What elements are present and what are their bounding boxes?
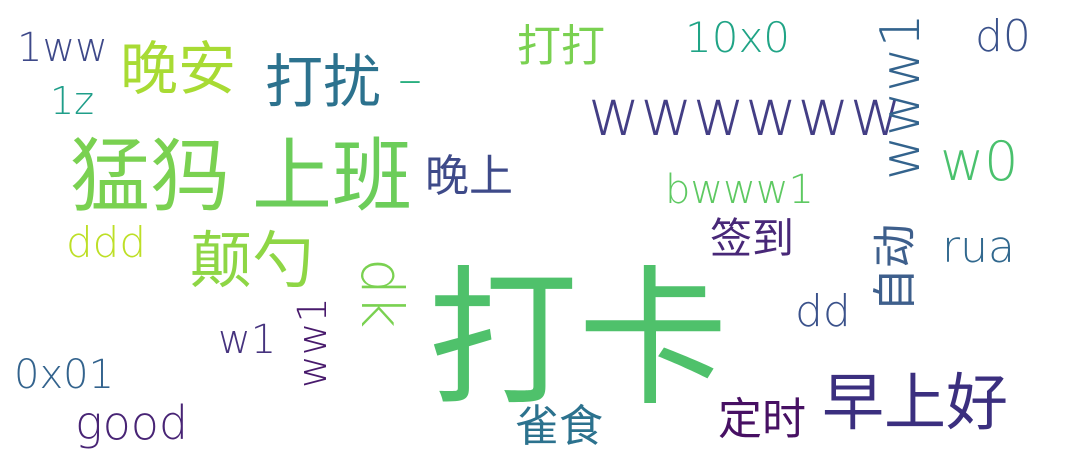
word-www1: www1 <box>869 13 932 180</box>
word-ww1: ww1 <box>290 297 336 388</box>
word-wanshang: 晚上 <box>425 151 513 202</box>
word-1z: 1z <box>50 79 95 123</box>
word-zaoshanghao: 早上好 <box>822 366 1009 439</box>
word-dd: dd <box>795 286 851 337</box>
word-dingshi: 定时 <box>718 394 806 445</box>
word-rua: rua <box>942 222 1015 273</box>
word-bwww1: bwww1 <box>665 167 814 213</box>
word-dada: 打打 <box>517 21 605 72</box>
word-dash: – <box>398 51 422 107</box>
word-dianshao: 颠勺 <box>190 224 315 297</box>
word-wwwwww: wwwwww <box>588 77 903 151</box>
word-w1: w1 <box>218 317 277 363</box>
word-qiandao: 签到 <box>710 214 795 263</box>
word-good: good <box>75 396 189 450</box>
word-darao: 打扰 <box>265 48 382 116</box>
word-0x01: 0x01 <box>14 352 115 398</box>
word-1ww: 1ww <box>17 25 108 71</box>
word-wanan: 晚安 <box>120 35 237 103</box>
word-ddd: ddd <box>66 218 146 267</box>
word-10x0: 10x0 <box>685 13 791 62</box>
word-w0: w0 <box>940 130 1019 193</box>
word-dk: dk <box>348 258 416 329</box>
word-mengma: 猛犸 <box>70 130 230 223</box>
word-zidong: 自动 <box>870 224 921 312</box>
word-d0: d0 <box>975 11 1031 62</box>
word-shangban: 上班 <box>252 130 412 223</box>
word-queshi: 雀食 <box>515 401 603 452</box>
word-dak: 打卡 <box>428 253 729 427</box>
